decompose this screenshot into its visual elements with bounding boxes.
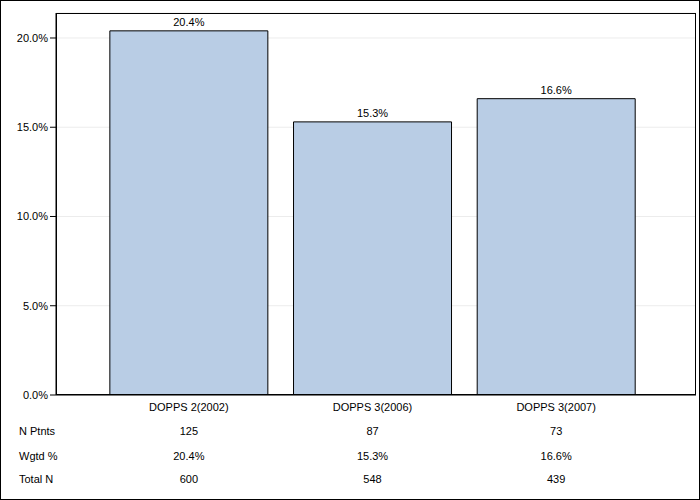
- svg-text:15.3%: 15.3%: [357, 107, 388, 119]
- html-text:125: 125: [179, 425, 198, 437]
- svg-text:20.0%: 20.0%: [17, 32, 48, 44]
- html-text:439: 439: [547, 473, 566, 485]
- html-text:548: 548: [363, 473, 382, 485]
- svg-text:DOPPS 3(2007): DOPPS 3(2007): [516, 401, 595, 413]
- html-text:600: 600: [179, 473, 198, 485]
- svg-text:20.4%: 20.4%: [173, 16, 204, 28]
- html-text:Total N: Total N: [19, 473, 54, 485]
- html-text:87: 87: [366, 425, 379, 437]
- svg-text:15.0%: 15.0%: [17, 121, 48, 133]
- html-text:20.4%: 20.4%: [173, 450, 205, 462]
- html-text:N Ptnts: N Ptnts: [19, 425, 56, 437]
- html-text:73: 73: [550, 425, 563, 437]
- html-text:15.3%: 15.3%: [356, 450, 389, 462]
- svg-text:DOPPS 2(2002): DOPPS 2(2002): [149, 401, 228, 413]
- svg-text:5.0%: 5.0%: [23, 300, 48, 312]
- svg-text:DOPPS 3(2006): DOPPS 3(2006): [333, 401, 412, 413]
- html-text:16.6%: 16.6%: [540, 450, 572, 462]
- html-text:Wgtd %: Wgtd %: [19, 450, 58, 462]
- svg-text:16.6%: 16.6%: [541, 84, 572, 96]
- svg-text:10.0%: 10.0%: [17, 210, 48, 222]
- svg-text:0.0%: 0.0%: [23, 389, 48, 401]
